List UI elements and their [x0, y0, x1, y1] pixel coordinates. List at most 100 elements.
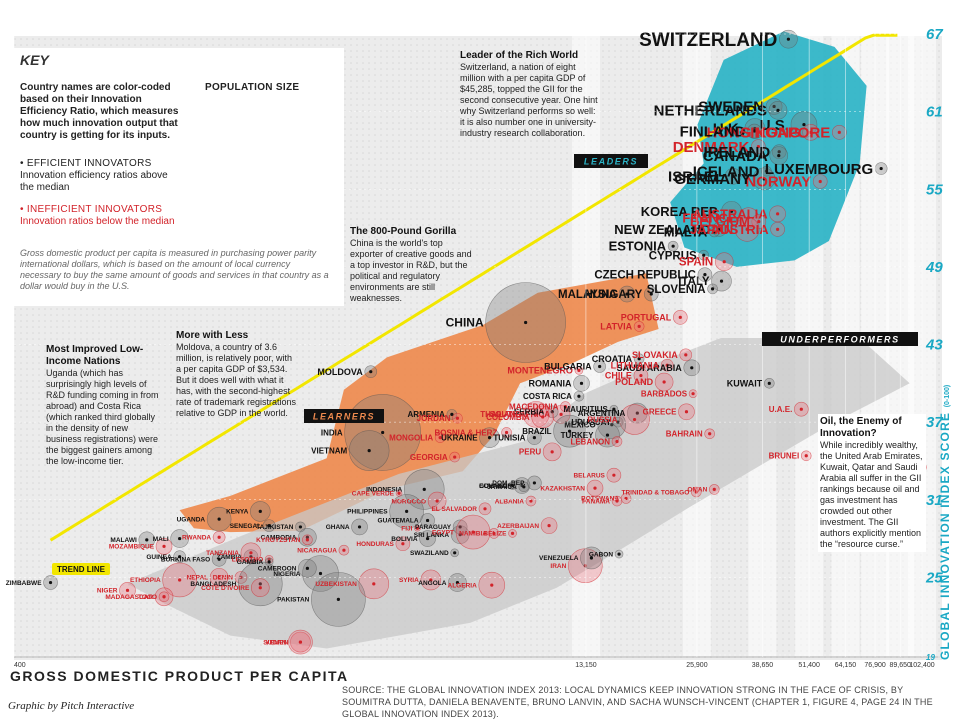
point-center-guinea: [178, 555, 182, 559]
point-label-croatia: CROATIA: [592, 354, 633, 364]
x-tick-label: 13,150: [575, 662, 597, 669]
point-label-kuwait: KUWAIT: [727, 378, 763, 388]
point-label-vietnam: VIETNAM: [311, 446, 347, 455]
point-label-poland: POLAND: [615, 377, 654, 387]
point-label-oman: OMAN: [687, 487, 707, 494]
point-center-brazil: [567, 429, 572, 433]
point-label-paraguay: PARAGUAY: [415, 524, 452, 531]
point-center-senegal: [267, 524, 271, 528]
point-label-jamaica: JAMAICA: [487, 484, 517, 491]
key-inefficient-title: • INEFFICIENT INNOVATORS: [20, 204, 163, 215]
point-center-kyrgyzstan: [305, 538, 309, 542]
point-label-hungary: HUNGARY: [585, 289, 643, 301]
point-center-kazakhstan: [593, 486, 597, 490]
annotation-low-income: Most Improved Low-Income Nations Uganda …: [46, 344, 164, 467]
point-label-syria: SYRIA: [399, 577, 419, 584]
annotation-leader-text: Switzerland, a nation of eight million w…: [460, 62, 598, 138]
point-label-austria: AUSTRIA: [711, 222, 769, 237]
point-center-sudan: [298, 640, 303, 644]
point-label-uruguay: URUGUAY: [571, 418, 611, 427]
point-label-guinea: GUINEA: [146, 554, 172, 561]
point-label-botswana: BOTSWANA: [581, 496, 619, 503]
point-label-bangladesh: BANGLADESH: [190, 581, 236, 588]
point-center-zimbabwe: [48, 580, 53, 585]
point-label-nepal: NEPAL: [187, 575, 209, 582]
population-size-title: POPULATION SIZE: [205, 82, 300, 93]
point-label-slovenia: SLOVENIA: [647, 284, 706, 296]
point-center-u-k: [753, 126, 757, 131]
x-tick-label: 51,400: [798, 662, 820, 669]
point-label-netherlands: NETHERLANDS: [654, 103, 767, 120]
point-center-spain: [722, 260, 726, 264]
point-label-macedonia: MACEDONIA: [509, 402, 559, 411]
point-center-gabon: [617, 552, 621, 556]
group-region-learners: [179, 273, 659, 533]
point-label-france: FRANCE: [682, 210, 736, 225]
y-tick-label: 25: [925, 569, 943, 586]
point-center-czech-republic: [703, 273, 707, 277]
point-label-greece: GREECE: [643, 408, 677, 417]
point-center-nigeria: [318, 571, 323, 576]
point-label-lesotho: LESOTHO: [232, 557, 263, 564]
point-label-russia: RUSSIA: [587, 415, 617, 424]
point-label-tajikistan: TAJIKISTAN: [256, 524, 294, 531]
point-center-panama: [615, 499, 619, 503]
point-center-morocco: [435, 499, 439, 503]
point-center-kuwait: [767, 381, 771, 385]
point-center-algeria: [490, 583, 494, 587]
point-label-peru: PERU: [519, 448, 541, 457]
x-tick-label: 400: [14, 662, 26, 669]
point-center-denmark: [756, 144, 760, 149]
point-label-moldova: MOLDOVA: [317, 367, 363, 377]
annotation-oil-title: Oil, the Enemy of Innovation?: [820, 416, 902, 439]
point-center-bosnia-herz: [504, 430, 509, 435]
point-center-indonesia: [422, 487, 426, 491]
point-center-ukraine: [487, 436, 492, 440]
point-label-albania: ALBANIA: [495, 498, 525, 505]
point-center-namibia: [492, 531, 496, 535]
point-label-tunisia: TUNISIA: [493, 433, 525, 442]
point-label-azerbaijan: AZERBAIJAN: [497, 523, 539, 530]
annotation-less-title: More with Less: [176, 330, 249, 341]
point-label-panama: PANAMA: [582, 498, 610, 505]
point-label-barbados: BARBADOS: [641, 389, 688, 398]
point-center-guyana: [510, 483, 515, 488]
source-note: SOURCE: THE GLOBAL INNOVATION INDEX 2013…: [342, 685, 933, 719]
point-label-uganda: UGANDA: [177, 516, 206, 523]
point-label-ethiopia: ETHIOPIA: [130, 577, 161, 584]
key-description: Country names are color-coded based on t…: [20, 82, 179, 141]
point-label-zambia: ZAMBIA: [217, 554, 243, 561]
point-label-georgia: GEORGIA: [410, 453, 448, 462]
point-label-guyana: GUYANA: [479, 483, 507, 490]
x-tick-label: 25,900: [686, 662, 708, 669]
point-center-malawi: [145, 538, 149, 542]
point-center-cameroon: [305, 566, 309, 570]
point-label-trinidad-tobago: TRINIDAD & TOBAGO: [621, 489, 689, 496]
group-tag-underperformers: [762, 332, 918, 346]
point-label-venezuela: VENEZUELA: [539, 555, 579, 562]
point-label-malaysia: MALAYSIA: [558, 289, 617, 301]
point-center-bahrain: [708, 432, 712, 436]
point-center-italy: [719, 279, 724, 283]
point-label-benin: BENIN: [213, 575, 234, 582]
point-label-mexico: MEXICO: [564, 421, 596, 430]
point-center-uganda: [217, 517, 221, 521]
point-label-switzerland: SWITZERLAND: [639, 30, 777, 51]
annotation-gorilla-title: The 800-Pound Gorilla: [350, 226, 457, 237]
point-label-tanzania: TANZANIA: [206, 550, 239, 557]
point-label-namibia: NAMIBIA: [459, 531, 487, 538]
point-center-singapore: [837, 130, 841, 134]
point-label-madagascar: MADAGASCAR: [105, 594, 153, 601]
point-label-armenia: ARMENIA: [408, 410, 446, 419]
point-label-italy: ITALY: [678, 276, 710, 288]
point-center-ethiopia: [178, 578, 182, 582]
annotation-gorilla-text: China is the world's top exporter of cre…: [350, 238, 472, 303]
point-label-ukraine: UKRAINE: [441, 433, 478, 442]
point-center-australia: [776, 212, 780, 216]
point-label-lebanon: LEBANON: [570, 437, 610, 446]
point-label-portugal: PORTUGAL: [621, 312, 672, 322]
point-label-romania: ROMANIA: [529, 378, 572, 388]
point-label-swaziland: SWAZILAND: [410, 550, 449, 557]
point-center-nicaragua: [342, 548, 346, 552]
point-center-brunei: [804, 454, 808, 458]
